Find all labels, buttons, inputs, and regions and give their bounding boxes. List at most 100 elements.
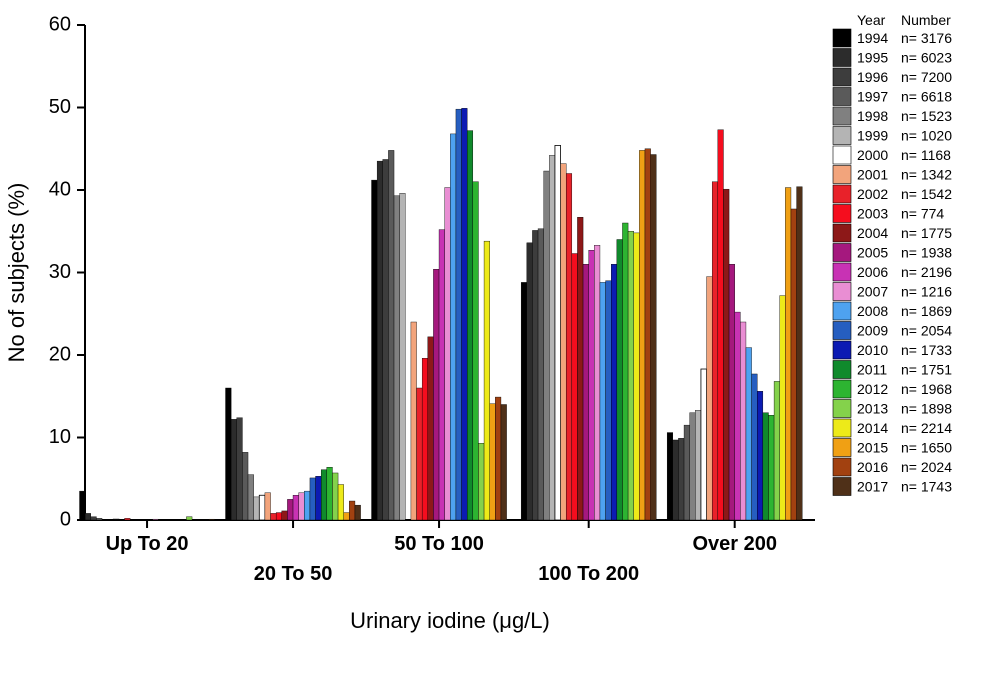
bar [549, 155, 555, 520]
bar [388, 150, 394, 520]
x-tick-label: Over 200 [692, 533, 777, 555]
bar [684, 425, 690, 520]
legend-n: n= 2196 [901, 264, 952, 280]
bar [467, 131, 473, 520]
bar [462, 108, 468, 520]
bar [673, 440, 679, 520]
legend-swatch [833, 400, 851, 418]
bar [96, 518, 102, 520]
x-tick-label: 50 To 100 [394, 533, 484, 555]
bar [490, 404, 496, 520]
bar [763, 413, 769, 520]
legend-n: n= 1523 [901, 108, 952, 124]
legend-year: 2012 [857, 381, 888, 397]
legend-year: 2006 [857, 264, 888, 280]
x-tick-label: Up To 20 [106, 533, 189, 555]
bar [651, 155, 657, 520]
bar [344, 513, 350, 520]
y-tick-label: 30 [49, 261, 71, 283]
bar [678, 438, 684, 520]
legend-swatch [833, 68, 851, 86]
legend-n: n= 1743 [901, 479, 952, 495]
bar [259, 495, 265, 520]
bar-chart: 0102030405060Up To 2020 To 5050 To 10010… [0, 0, 1003, 677]
bar [740, 322, 746, 520]
bar [327, 467, 333, 520]
bar [293, 495, 299, 520]
bar [417, 388, 423, 520]
bar [572, 254, 578, 520]
bar [445, 188, 451, 520]
legend-year: 2015 [857, 440, 888, 456]
legend-header-year: Year [857, 12, 886, 28]
legend-n: n= 1775 [901, 225, 952, 241]
chart-container: 0102030405060Up To 2020 To 5050 To 10010… [0, 0, 1003, 677]
legend-n: n= 1733 [901, 342, 952, 358]
legend-header-number: Number [901, 12, 951, 28]
bar [282, 511, 288, 520]
bar [394, 196, 400, 520]
bar [600, 282, 606, 520]
bar [248, 475, 254, 520]
legend-swatch [833, 88, 851, 106]
bar [785, 188, 791, 520]
bar [125, 518, 131, 520]
y-axis-label: No of subjects (%) [4, 183, 29, 363]
legend-year: 1998 [857, 108, 888, 124]
bar [617, 240, 623, 521]
legend-n: n= 2054 [901, 323, 952, 339]
legend-swatch [833, 341, 851, 359]
bar [538, 229, 544, 520]
bar [450, 134, 456, 520]
bar [611, 264, 617, 520]
legend-swatch [833, 29, 851, 47]
legend-n: n= 6023 [901, 50, 952, 66]
y-tick-label: 10 [49, 426, 71, 448]
legend-year: 2014 [857, 420, 888, 436]
bar [186, 517, 192, 520]
legend-year: 2007 [857, 284, 888, 300]
bar [667, 433, 673, 520]
bar [316, 476, 322, 520]
bar [521, 282, 527, 520]
legend-swatch [833, 107, 851, 125]
bar [527, 243, 533, 520]
legend-n: n= 774 [901, 206, 944, 222]
bar [265, 493, 271, 520]
legend-swatch [833, 302, 851, 320]
bar [91, 517, 97, 520]
bar [473, 182, 479, 520]
bar [501, 405, 507, 521]
bar [237, 418, 243, 520]
bar [746, 348, 752, 520]
y-tick-label: 20 [49, 343, 71, 365]
bar [478, 443, 484, 520]
bar [422, 358, 428, 520]
bar [594, 245, 600, 520]
bar [752, 374, 758, 520]
legend-year: 2005 [857, 245, 888, 261]
legend-n: n= 1898 [901, 401, 952, 417]
bar [707, 277, 713, 520]
bar [349, 501, 355, 520]
legend-n: n= 7200 [901, 69, 952, 85]
bar [85, 513, 91, 520]
bar [791, 209, 797, 520]
legend-year: 2002 [857, 186, 888, 202]
bar [113, 519, 119, 520]
legend-n: n= 1869 [901, 303, 952, 319]
legend-swatch [833, 478, 851, 496]
bar [797, 187, 803, 520]
legend-year: 1996 [857, 69, 888, 85]
bar [774, 381, 780, 520]
bar [321, 470, 327, 520]
legend-year: 2009 [857, 323, 888, 339]
bar [276, 513, 282, 520]
legend-n: n= 1216 [901, 284, 952, 300]
bar [735, 312, 741, 520]
bar [332, 473, 338, 520]
legend-year: 2003 [857, 206, 888, 222]
y-tick-label: 0 [60, 508, 71, 530]
bar [433, 269, 439, 520]
legend-n: n= 1650 [901, 440, 952, 456]
